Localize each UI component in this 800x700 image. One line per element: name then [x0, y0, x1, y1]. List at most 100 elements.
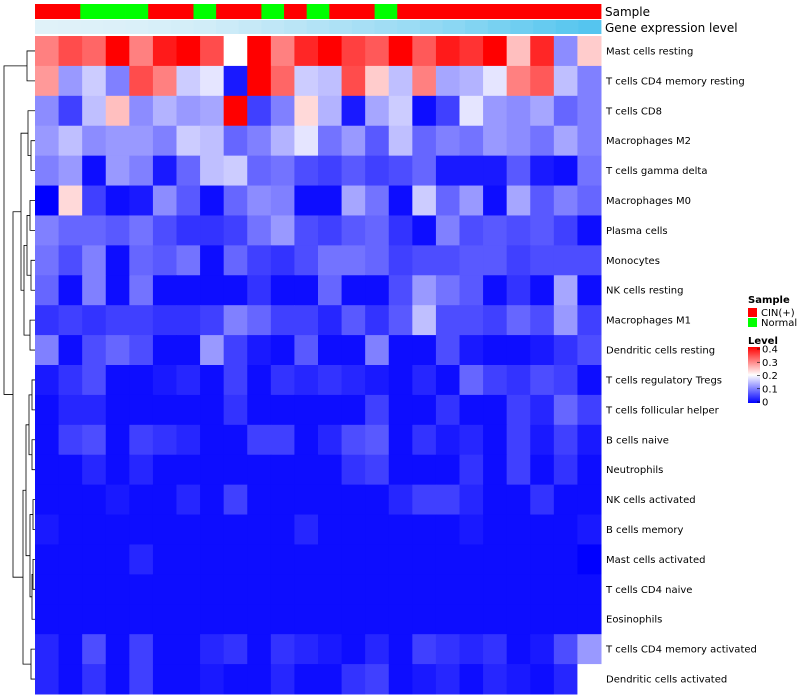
heatmap-cell	[105, 245, 130, 276]
heatmap-cell	[341, 275, 366, 306]
heatmap-cell	[294, 185, 319, 216]
heatmap-cell	[152, 604, 177, 635]
heatmap-cell	[294, 335, 319, 366]
heatmap-cell	[223, 335, 248, 366]
heatmap-cell	[105, 634, 130, 665]
heatmap-cell	[506, 604, 531, 635]
heatmap-cell	[58, 454, 83, 486]
heatmap-cell	[223, 454, 248, 486]
heatmap-cell	[412, 36, 437, 67]
dendrogram-branch	[3, 65, 27, 395]
heatmap-cell	[341, 36, 366, 67]
heatmap-cell	[388, 185, 413, 216]
heatmap-cell	[365, 424, 390, 456]
heatmap-cell	[553, 454, 578, 486]
sample-annotation-cell	[102, 4, 126, 19]
heatmap-cell	[176, 514, 201, 545]
heatmap-cell	[388, 305, 413, 336]
heatmap-cell	[577, 544, 602, 575]
row-label: T cells CD4 memory activated	[605, 645, 757, 656]
heatmap-cell	[341, 424, 366, 456]
heatmap-cell	[459, 245, 484, 276]
heatmap-cell	[577, 155, 602, 187]
heatmap-cell	[58, 394, 83, 426]
row-label: T cells CD4 naive	[605, 585, 692, 596]
gene-expression-annotation-cell	[102, 20, 126, 34]
heatmap-cell	[176, 484, 201, 516]
heatmap-cell	[483, 36, 508, 67]
heatmap-cell	[388, 155, 413, 187]
heatmap-cell	[365, 664, 390, 695]
heatmap-cell	[577, 125, 602, 157]
heatmap-cell	[530, 574, 555, 605]
heatmap-cell	[553, 484, 578, 516]
heatmap-cell	[365, 544, 390, 575]
heatmap-cell	[247, 574, 272, 605]
heatmap-cell	[105, 36, 130, 67]
heatmap-cell	[82, 155, 107, 187]
heatmap-cell	[577, 604, 602, 635]
heatmap-cell	[388, 424, 413, 456]
heatmap-cell	[388, 365, 413, 396]
heatmap-cell	[105, 125, 130, 157]
heatmap-cell	[129, 36, 154, 67]
heatmap-cell	[270, 604, 295, 635]
legend-level-tick-label: 0.3	[762, 358, 778, 369]
heatmap-cell	[530, 155, 555, 187]
row-label: Dendritic cells activated	[606, 675, 727, 686]
heatmap-cell	[483, 305, 508, 336]
heatmap-cell	[129, 484, 154, 516]
heatmap-cell	[459, 544, 484, 575]
heatmap-cell	[553, 36, 578, 67]
heatmap-cell	[82, 335, 107, 366]
dendrogram-branch	[32, 559, 35, 590]
row-label: Macrophages M2	[606, 136, 691, 147]
heatmap-cell	[435, 245, 460, 276]
dendrogram-branch	[30, 140, 35, 171]
heatmap-cell	[530, 365, 555, 396]
heatmap-cell	[105, 574, 130, 605]
heatmap-cell	[35, 275, 60, 306]
row-dendrogram	[3, 50, 35, 680]
heatmap-cell	[483, 514, 508, 545]
heatmap-cell	[247, 544, 272, 575]
heatmap-cell	[176, 36, 201, 67]
heatmap-cell	[82, 215, 107, 246]
heatmap-cell	[35, 185, 60, 216]
legend-sample-swatch	[748, 308, 757, 317]
heatmap-cell	[412, 65, 437, 97]
heatmap-cell	[530, 65, 555, 97]
heatmap-cell	[223, 664, 248, 695]
heatmap-cell	[459, 604, 484, 635]
heatmap-cell	[105, 454, 130, 486]
gene-expression-annotation-cell	[329, 20, 353, 34]
sample-annotation-cell	[80, 4, 104, 19]
heatmap-cell	[577, 36, 602, 67]
heatmap-cell	[483, 125, 508, 157]
heatmap-cell	[129, 424, 154, 456]
heatmap-cell	[176, 215, 201, 246]
heatmap-cell	[365, 484, 390, 516]
heatmap-cell	[388, 335, 413, 366]
heatmap-cell	[553, 275, 578, 306]
heatmap-cell	[553, 664, 578, 695]
heatmap-cell	[341, 604, 366, 635]
gene-expression-annotation-cell	[216, 20, 240, 34]
row-label: T cells gamma delta	[605, 166, 707, 177]
heatmap-cell	[200, 65, 225, 97]
heatmap-cell	[577, 215, 602, 246]
dendrogram-branch	[30, 648, 35, 680]
heatmap-cell	[35, 95, 60, 127]
heatmap-cell	[105, 95, 130, 127]
heatmap-cell	[318, 604, 343, 635]
heatmap-cell	[365, 125, 390, 157]
heatmap-cell	[318, 65, 343, 97]
heatmap-cell	[365, 155, 390, 187]
heatmap-cell	[530, 335, 555, 366]
heatmap-cell	[270, 185, 295, 216]
heatmap-cell	[341, 215, 366, 246]
heatmap-cell	[459, 125, 484, 157]
heatmap-cell	[58, 604, 83, 635]
heatmap-cell	[105, 604, 130, 635]
